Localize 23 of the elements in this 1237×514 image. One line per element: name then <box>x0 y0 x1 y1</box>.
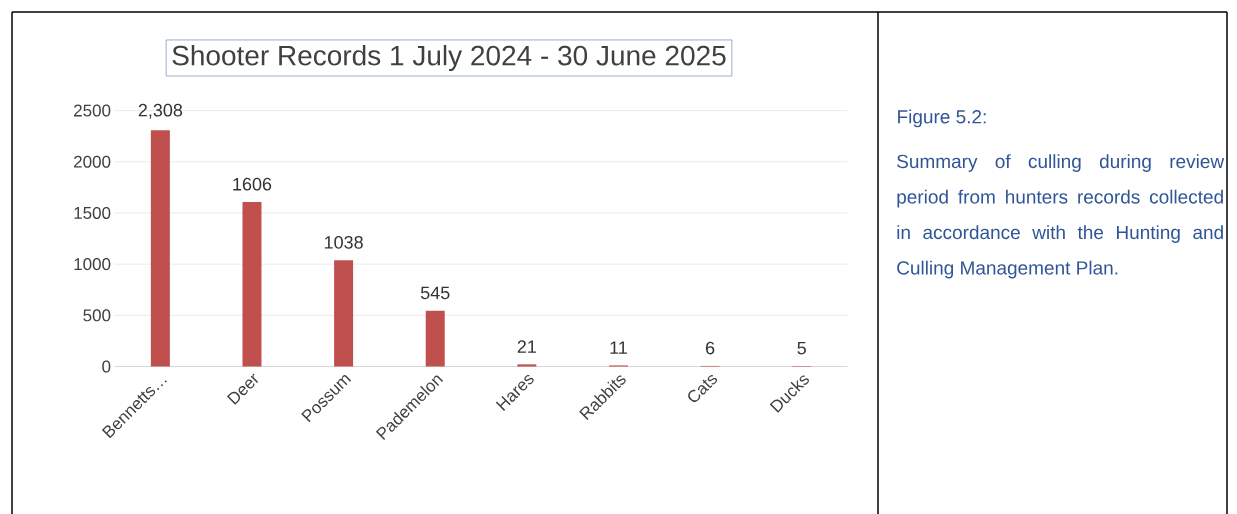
chart-title: Shooter Records 1 July 2024 - 30 June 2025 <box>172 44 726 72</box>
data-label: 2,308 <box>138 103 183 119</box>
bar <box>334 260 354 367</box>
text: Summary of culling during review period from hunters records collected in accordance with the Hunting and Culling Management Plan. <box>897 154 1225 279</box>
bar <box>150 130 170 367</box>
y-tick-label: 2000 <box>74 155 111 168</box>
data-label: 1606 <box>233 177 272 191</box>
y-tick-label: 1500 <box>74 206 111 219</box>
data-label: 21 <box>517 340 536 353</box>
data-label: 5 <box>797 341 806 355</box>
x-tick-label: Cats <box>688 375 718 402</box>
data-label: 6 <box>706 341 715 355</box>
bar <box>517 364 537 367</box>
data-label: 545 <box>420 286 450 300</box>
data-label: 11 <box>610 341 627 354</box>
y-tick-label: 2500 <box>74 104 111 117</box>
y-tick-label: 0 <box>102 360 111 373</box>
bar <box>242 202 262 367</box>
bar <box>425 310 445 367</box>
data-label: 1038 <box>324 235 363 249</box>
y-tick-label: 1000 <box>74 258 111 271</box>
y-tick-label: 500 <box>83 309 111 322</box>
caption: Figure 5.2: <box>898 109 986 128</box>
